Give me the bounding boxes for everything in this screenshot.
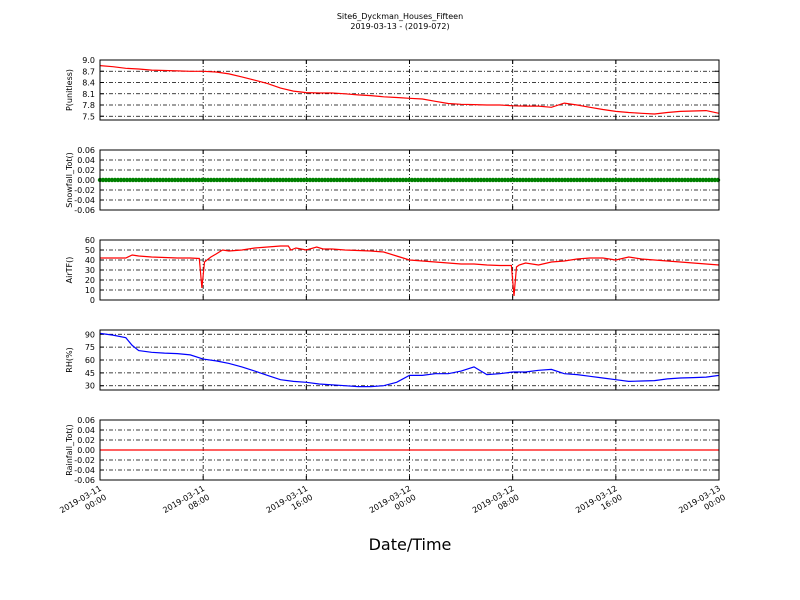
y-tick-label: -0.04 — [74, 466, 95, 475]
y-tick-label: 0.00 — [77, 176, 95, 185]
y-axis-label: AirTF() — [65, 257, 74, 284]
y-tick-label: -0.04 — [74, 196, 95, 205]
y-tick-label: 0.00 — [77, 446, 95, 455]
panel-frame — [99, 239, 720, 301]
y-axis-label: RH(%) — [65, 347, 74, 372]
y-tick-label: 0.06 — [77, 146, 95, 155]
y-tick-label: 45 — [85, 369, 95, 378]
y-tick-label: 0.04 — [77, 156, 95, 165]
y-tick-label: 0.02 — [77, 436, 95, 445]
y-tick-label: 8.1 — [82, 90, 95, 99]
y-tick-label: 40 — [85, 256, 95, 265]
chart-subtitle: 2019-03-13 - (2019-072) — [350, 22, 449, 31]
data-point — [715, 177, 721, 183]
y-tick-label: 60 — [85, 236, 95, 245]
y-tick-label: 0.06 — [77, 416, 95, 425]
y-axis-label: P(unitless) — [65, 69, 74, 111]
y-tick-label: 0 — [90, 296, 95, 305]
panel-4: 30 45 60 75 90 RH(%) — [65, 329, 720, 391]
y-tick-label: 30 — [85, 382, 95, 391]
y-tick-label: 8.7 — [82, 67, 95, 76]
y-tick-label: 60 — [85, 356, 95, 365]
panel-5: -0.06-0.04-0.020.000.020.040.06Rainfall_… — [65, 416, 720, 485]
panel-1: 7.5 7.8 8.1 8.4 8.7 9.0 P(unitless) — [65, 56, 720, 121]
panel-frame — [99, 59, 720, 121]
y-axis-label: Rainfall_Tot() — [65, 424, 74, 476]
y-tick-label: 0.02 — [77, 166, 95, 175]
panels-group: 7.57.88.18.48.79.0P(unitless)-0.06-0.04-… — [65, 56, 721, 485]
y-tick-label: 75 — [85, 343, 95, 352]
chart-title: Site6_Dyckman_Houses_Fifteen — [337, 12, 463, 21]
panel-2: -0.06-0.04-0.020.000.020.040.06Snowfall_… — [65, 146, 721, 215]
series-line-4 — [99, 332, 720, 388]
series-line-3 — [100, 245, 720, 297]
y-tick-label: 7.8 — [82, 101, 95, 110]
y-axis-label: Snowfall_Tot() — [65, 152, 74, 208]
y-tick-label: 50 — [85, 246, 95, 255]
panel-frame — [99, 329, 720, 391]
y-tick-label: -0.06 — [74, 206, 95, 215]
series-line-1 — [99, 65, 720, 115]
y-tick-label: 8.4 — [82, 79, 95, 88]
panel-frame — [99, 419, 720, 481]
y-tick-label: 7.5 — [82, 112, 95, 121]
y-tick-label: 10 — [85, 286, 95, 295]
y-tick-label: 20 — [85, 276, 95, 285]
y-tick-label: -0.02 — [74, 186, 95, 195]
y-tick-label: 9.0 — [82, 56, 95, 65]
y-tick-label: 90 — [85, 330, 95, 339]
y-tick-label: -0.06 — [74, 476, 95, 485]
y-tick-label: 0.04 — [77, 426, 95, 435]
x-axis-label: Date/Time — [369, 535, 452, 554]
y-tick-label: 30 — [85, 266, 95, 275]
panel-frame — [99, 149, 720, 211]
y-tick-label: -0.02 — [74, 456, 95, 465]
